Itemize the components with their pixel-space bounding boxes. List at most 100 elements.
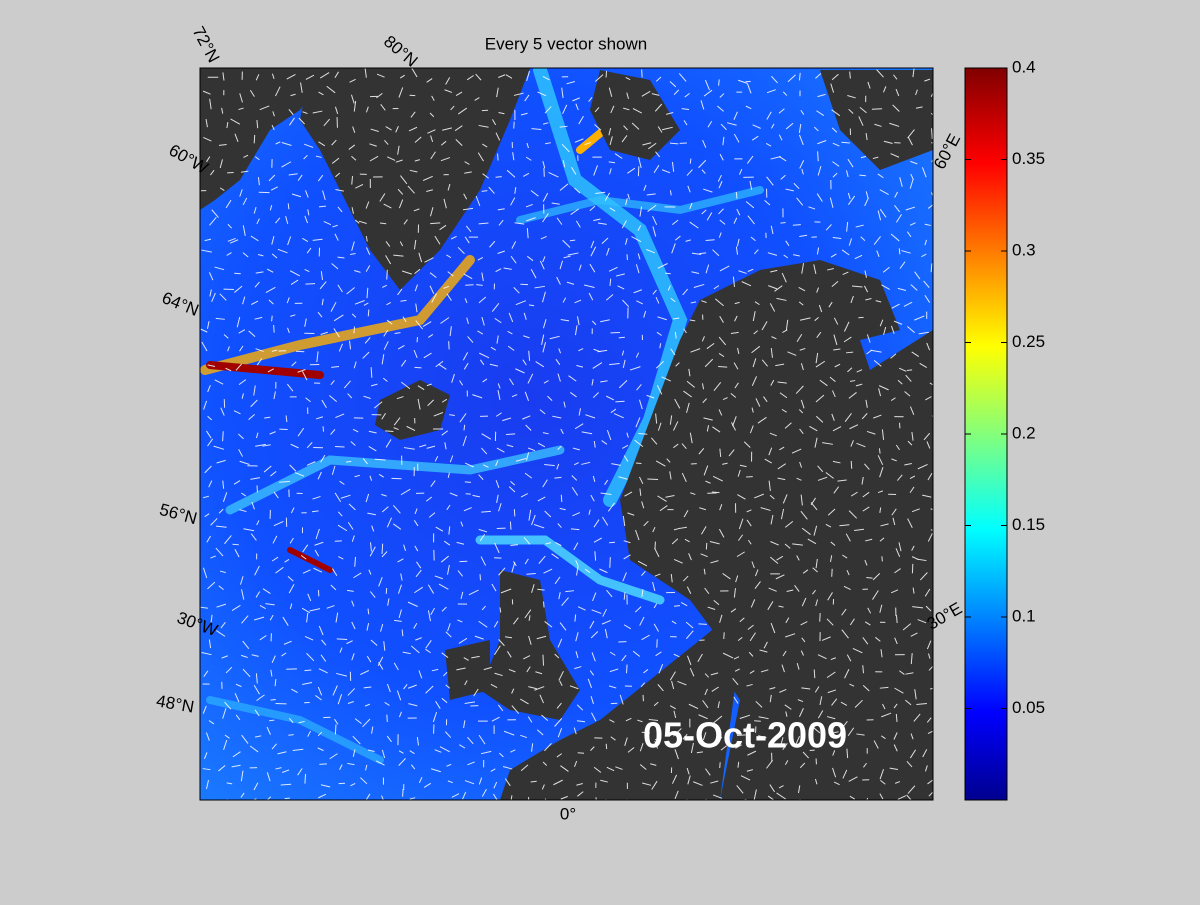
vector-arrow xyxy=(402,629,403,636)
vector-arrow xyxy=(232,544,238,545)
colorbar-tick-label: 0.3 xyxy=(1012,240,1036,259)
vector-arrow xyxy=(272,316,273,322)
graticule-label: 72°N xyxy=(189,23,224,65)
vector-arrow xyxy=(606,744,607,749)
colorbar xyxy=(965,68,1007,800)
vector-arrow xyxy=(337,639,347,640)
vector-arrow xyxy=(647,479,658,480)
vector-arrow xyxy=(859,175,866,176)
vector-arrow xyxy=(833,800,834,809)
vector-arrow xyxy=(305,774,306,784)
date-label: 05-Oct-2009 xyxy=(643,715,847,756)
vector-arrow xyxy=(254,135,255,143)
vector-arrow xyxy=(304,670,311,671)
colorbar-tick-label: 0.15 xyxy=(1012,515,1045,534)
vector-arrow xyxy=(615,401,624,402)
vector-arrow xyxy=(627,665,628,674)
vector-arrow xyxy=(354,327,355,334)
vector-arrow xyxy=(719,79,720,85)
vector-arrow xyxy=(543,602,544,608)
vector-arrow xyxy=(818,151,819,161)
vector-arrow xyxy=(896,714,897,722)
vector-arrow xyxy=(610,279,611,286)
vector-arrow xyxy=(368,310,369,317)
vector-arrow xyxy=(281,784,291,785)
vector-arrow xyxy=(896,615,897,623)
vector-arrow xyxy=(323,426,324,431)
vector-arrow xyxy=(780,222,785,223)
vector-arrow xyxy=(335,446,345,447)
vector-arrow xyxy=(639,801,645,809)
vector-arrow xyxy=(498,154,499,161)
vector-arrow xyxy=(814,670,815,679)
vector-arrow xyxy=(269,720,274,721)
vector-arrow xyxy=(636,463,642,464)
colorbar-tick-label: 0.4 xyxy=(1012,57,1036,76)
vector-arrow xyxy=(561,495,562,502)
vector-arrow xyxy=(850,72,851,79)
vector-arrow xyxy=(899,248,900,254)
vector-arrow xyxy=(335,724,336,734)
vector-arrow xyxy=(305,284,315,285)
graticule-label: 60°E xyxy=(930,131,964,173)
vector-arrow xyxy=(718,366,727,367)
vector-arrow xyxy=(907,370,912,371)
vector-arrow xyxy=(543,655,544,666)
vector-arrow xyxy=(288,203,289,209)
vector-arrow xyxy=(931,263,932,272)
vector-arrow xyxy=(712,492,720,493)
vector-arrow xyxy=(531,781,537,782)
ireland xyxy=(445,640,490,700)
vector-arrow xyxy=(387,715,388,722)
colorbar-tick-label: 0.35 xyxy=(1012,149,1045,168)
vector-arrow xyxy=(619,337,625,338)
vector-arrow xyxy=(331,801,336,810)
vector-arrow xyxy=(234,273,241,274)
colorbar-tick-label: 0.05 xyxy=(1012,698,1045,717)
vector-arrow xyxy=(208,800,213,802)
vector-arrow xyxy=(610,557,611,568)
vector-arrow xyxy=(465,482,471,483)
vector-arrow xyxy=(674,606,680,607)
vector-arrow xyxy=(529,797,530,805)
graticule-label: 48°N xyxy=(155,691,196,716)
graticule-label: 80°N xyxy=(380,32,421,71)
vector-arrow xyxy=(879,448,880,453)
vector-arrow xyxy=(698,624,706,625)
graticule-label: 56°N xyxy=(157,500,199,528)
vector-arrow xyxy=(382,544,383,554)
vector-arrow xyxy=(496,177,502,178)
vector-arrow xyxy=(353,801,355,810)
map xyxy=(200,67,941,811)
vector-arrow xyxy=(288,735,293,736)
vector-arrow xyxy=(387,270,388,280)
vector-arrow xyxy=(799,73,800,80)
vector-arrow xyxy=(866,577,872,578)
colorbar-tick-label: 0.2 xyxy=(1012,423,1036,442)
vector-arrow xyxy=(571,529,579,530)
vector-arrow xyxy=(435,800,439,805)
graticule-label: 64°N xyxy=(159,288,201,320)
vector-arrow xyxy=(638,434,647,435)
vector-arrow xyxy=(271,699,276,700)
vector-arrow xyxy=(690,159,691,164)
vector-arrow xyxy=(820,802,824,805)
colorbar-tick-label: 0.25 xyxy=(1012,332,1045,351)
vector-arrow xyxy=(305,801,306,807)
colorbar-tick-label: 0.1 xyxy=(1012,606,1036,625)
vector-arrow xyxy=(274,325,275,333)
vector-arrow xyxy=(658,801,668,804)
vector-arrow xyxy=(609,542,615,543)
vector-arrow xyxy=(665,273,671,274)
graticule-label: 0° xyxy=(560,804,576,823)
vector-arrow xyxy=(736,192,737,198)
vector-arrow xyxy=(846,352,853,353)
vector-arrow xyxy=(385,431,393,432)
vector-arrow xyxy=(570,240,575,241)
vector-arrow xyxy=(319,764,327,765)
vector-arrow xyxy=(223,431,224,441)
vector-arrow xyxy=(510,521,511,529)
vector-arrow xyxy=(793,225,801,226)
